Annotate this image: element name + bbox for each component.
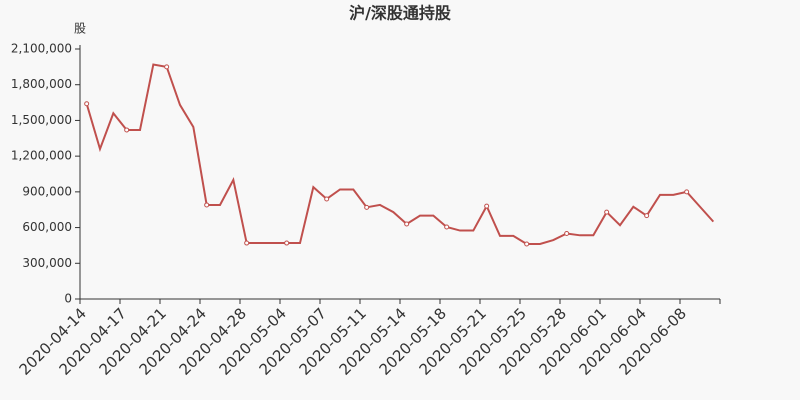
- y-tick-label: 300,000: [22, 256, 72, 270]
- y-tick-label: 1,500,000: [11, 113, 72, 127]
- y-tick-label: 900,000: [22, 184, 72, 198]
- data-point: [524, 241, 530, 247]
- data-point: [404, 221, 410, 227]
- data-point: [444, 224, 450, 230]
- data-point: [244, 240, 250, 246]
- data-point: [204, 202, 210, 208]
- data-point: [84, 101, 90, 107]
- data-point: [164, 64, 170, 70]
- data-point: [484, 203, 490, 209]
- y-tick-label: 1,800,000: [11, 77, 72, 91]
- y-tick-label: 2,100,000: [11, 42, 72, 56]
- y-tick-label: 1,200,000: [11, 149, 72, 163]
- chart-title: 沪/深股通持股: [349, 4, 452, 23]
- y-tick-label: 0: [64, 292, 72, 306]
- data-point: [644, 213, 650, 219]
- y-axis-label: 股: [74, 22, 86, 36]
- y-tick-label: 600,000: [22, 220, 72, 234]
- data-point: [684, 189, 690, 195]
- data-point: [284, 240, 290, 246]
- data-point: [324, 196, 330, 202]
- data-point: [364, 204, 370, 210]
- data-line: [85, 63, 715, 245]
- data-point: [604, 209, 610, 215]
- data-point: [124, 127, 130, 133]
- data-point: [564, 231, 570, 237]
